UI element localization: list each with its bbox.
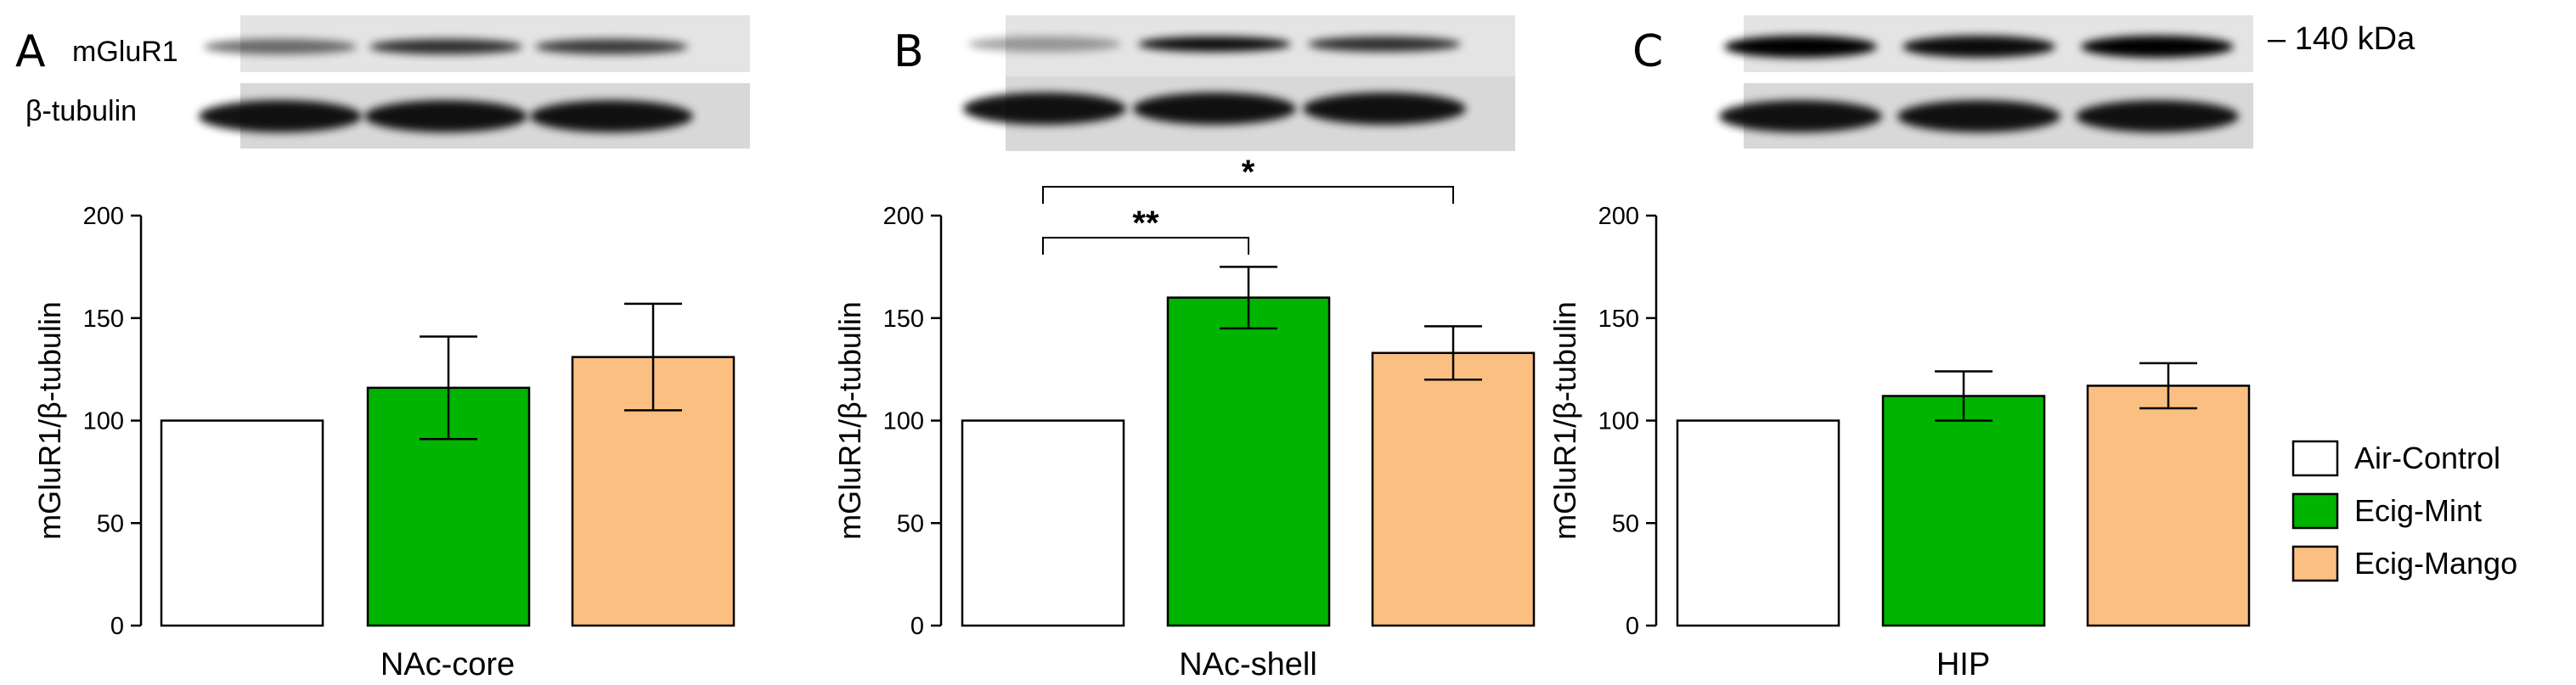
y-tick-label: 150 [83,306,124,333]
legend: Air-Control Ecig-Mint Ecig-Mango [2291,440,2517,582]
bar-ecig-mango [1371,351,1536,627]
blot-labels: mGluR1 β-tubulin – 140 kDa [25,21,2415,127]
legend-label: Air-Control [2354,441,2500,475]
y-axis-label: mGluR1/β-tubulin [32,301,67,540]
blot-band-loading [530,100,693,132]
blot-band-loading [1719,100,1882,132]
significance-bracket [1042,237,1249,255]
y-tick-label: 100 [1598,408,1639,435]
blot-band-target [1138,36,1291,52]
blot-band-loading [1897,100,2060,132]
bar-air-control [160,419,324,627]
legend-swatch [2291,545,2339,582]
blot-band-target [1308,36,1461,52]
blot-band-loading [1303,93,1466,125]
bar-ecig-mango [2086,385,2251,627]
blot-image-C [1719,15,2253,149]
blot-band-loading [2076,100,2239,132]
blot-band-target [968,36,1121,52]
blot-band-target [1724,36,1877,58]
legend-swatch [2291,440,2339,477]
blot-label-loading: β-tubulin [25,95,137,127]
chart-panel-A: 0 50 100 150 200 mGluR1/β-tubulin NAc-core A [15,26,736,682]
chart-panel-C: 0 50 100 150 200 mGluR1/β-tubulin HIP C [1547,26,2251,682]
panel-letter: B [893,26,924,77]
y-tick-label: 50 [897,510,924,537]
x-axis-label: HIP [1936,647,1990,682]
legend-swatch [2291,492,2339,530]
y-axis-label: mGluR1/β-tubulin [832,301,867,540]
significance-marker: ** [1132,205,1159,242]
y-tick-label: 0 [1626,613,1639,640]
bar-air-control [961,419,1125,627]
y-tick-label: 200 [83,203,124,230]
y-tick-label: 150 [883,306,924,333]
blot-band-target [204,39,357,54]
legend-label: Ecig-Mint [2354,493,2482,528]
x-axis-label: NAc-shell [1179,647,1317,682]
blot-band-target [369,39,522,54]
x-axis-label: NAc-core [380,647,515,682]
legend-label: Ecig-Mango [2354,546,2517,581]
bar-air-control [1676,419,1840,627]
blot-label-target: mGluR1 [72,36,178,68]
y-tick-label: 200 [883,203,924,230]
y-tick-label: 50 [97,510,124,537]
significance-marker: * [1242,154,1255,191]
y-tick-label: 100 [83,408,124,435]
blot-band-loading [1133,93,1296,125]
y-tick-label: 100 [883,408,924,435]
bar-ecig-mint [1881,395,2046,627]
panel-letter: C [1632,26,1663,77]
y-tick-label: 50 [1612,510,1639,537]
blot-band-loading [199,100,362,132]
y-tick-label: 150 [1598,306,1639,333]
blot-image-A [199,15,750,149]
chart-panel-B: 050100150200mGluR1/β-tubulinNAc-shellB**… [832,26,1536,682]
blot-band-target [1902,36,2055,58]
panel-letter: A [15,26,46,77]
y-tick-label: 0 [910,613,924,640]
significance-bracket [1042,186,1454,204]
bar-ecig-mint [1166,296,1331,627]
blot-band-loading [963,93,1126,125]
blot-band-target [535,39,688,54]
blot-band-target [2081,36,2234,58]
y-tick-label: 200 [1598,203,1639,230]
western-blots [199,15,2253,151]
blot-image-B [963,15,1515,151]
y-tick-label: 0 [110,613,124,640]
bar-charts: 0 50 100 150 200 mGluR1/β-tubulin NAc-core A 0 50… [15,26,2251,682]
blot-band-loading [364,100,527,132]
y-axis-label: mGluR1/β-tubulin [1547,301,1582,540]
blot-label-marker: – 140 kDa [2268,21,2415,57]
